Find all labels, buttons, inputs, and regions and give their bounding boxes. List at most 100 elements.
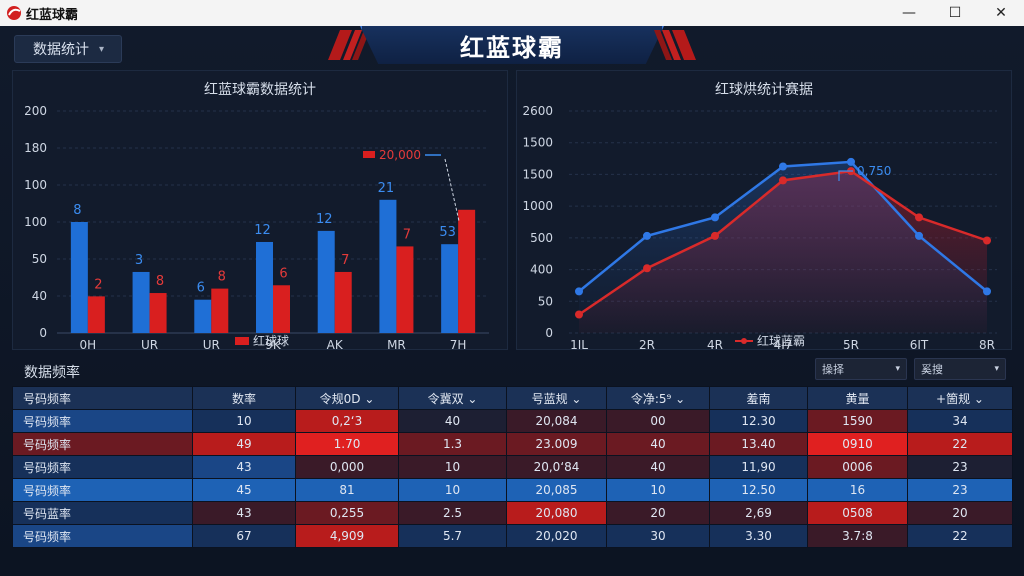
table-cell: 13.40 — [709, 432, 808, 456]
table-row[interactable]: 号码频率 10 0,2‘3 40 20,084 00 12.30 1590 34 — [12, 409, 1013, 433]
chevron-down-icon: ▾ — [994, 364, 999, 374]
data-point — [643, 264, 651, 273]
table-cell: 0006 — [807, 455, 908, 479]
table-cell: 40 — [398, 409, 507, 433]
column-header[interactable]: 令规0D ⌄ — [295, 386, 399, 410]
legend-swatch — [235, 337, 249, 345]
table-cell: 0508 — [807, 501, 908, 525]
x-tick-label: 5R — [843, 338, 859, 351]
banner-stripes-right-icon — [654, 30, 696, 60]
bar — [317, 230, 335, 333]
x-tick-label: 4R — [707, 338, 723, 351]
table-cell: 23 — [907, 478, 1013, 502]
table-cell: 20,085 — [506, 478, 607, 502]
table-cell: 12.30 — [709, 409, 808, 433]
filter-select[interactable]: 操择 ▾ — [815, 358, 907, 380]
table-cell: 34 — [907, 409, 1013, 433]
column-header[interactable]: 号码频率 — [12, 386, 193, 410]
window-title: 红蓝球霸 — [26, 7, 79, 23]
data-label: 8 — [73, 203, 81, 218]
data-label: 2 — [94, 277, 102, 292]
data-label: 7 — [341, 253, 349, 268]
legend-label: 红球蓝霸 — [757, 333, 805, 348]
table-cell: 49 — [192, 432, 296, 456]
y-tick-label: 50 — [32, 252, 47, 266]
column-header[interactable]: 令冀双 ⌄ — [398, 386, 507, 410]
table-header-row: 号码频率 数率 令规0D ⌄ 令冀双 ⌄ 号蓝规 ⌄ 令净:5⁹ ⌄ 羞南 黄量… — [12, 386, 1013, 410]
table-cell: 2.5 — [398, 501, 507, 525]
table-row[interactable]: 号码频率 67 4,909 5.7 20,020 30 3.30 3.7:8 22 — [12, 524, 1013, 548]
stats-dropdown-label: 数据统计 — [33, 42, 89, 58]
column-header[interactable]: 号蓝规 ⌄ — [506, 386, 607, 410]
column-header[interactable]: 令净:5⁹ ⌄ — [606, 386, 710, 410]
data-label: 8 — [156, 274, 164, 289]
table-heading: 数据频率 — [24, 365, 80, 381]
filter-select-label: 操择 — [822, 363, 844, 376]
table-cell: 0,2‘3 — [295, 409, 399, 433]
minimize-button[interactable]: — — [902, 5, 916, 21]
bar — [70, 222, 88, 333]
table-cell: 43 — [192, 501, 296, 525]
table-cell: 23.009 — [506, 432, 607, 456]
stats-dropdown[interactable]: 数据统计 ▾ — [14, 35, 122, 63]
table-cell: 1.3 — [398, 432, 507, 456]
search-select[interactable]: 奚搜 ▾ — [914, 358, 1006, 380]
legend-label: 红球球 — [253, 333, 289, 348]
table-cell: 3.7:8 — [807, 524, 908, 548]
table-cell: 1590 — [807, 409, 908, 433]
column-header[interactable]: 黄量 — [807, 386, 908, 410]
table-cell: 40 — [606, 455, 710, 479]
maximize-button[interactable]: ☐ — [948, 5, 962, 21]
table-cell: 2,69 — [709, 501, 808, 525]
close-button[interactable]: ✕ — [995, 5, 1007, 21]
table-row[interactable]: 号码蓝率 43 0,255 2.5 20,080 20 2,69 0508 20 — [12, 501, 1013, 525]
row-label: 号码蓝率 — [12, 501, 193, 525]
bar — [132, 271, 150, 333]
table-row[interactable]: 号码频率 43 0,000 10 20,0‘84 40 11,90 0006 23 — [12, 455, 1013, 479]
table-row[interactable]: 号码频率 49 1.70 1.3 23.009 40 13.40 0910 22 — [12, 432, 1013, 456]
banner-stripes-left-icon — [328, 30, 370, 60]
column-header[interactable]: 数率 — [192, 386, 296, 410]
y-tick-label: 0 — [39, 326, 47, 340]
x-tick-label: MR — [387, 338, 406, 351]
table-cell: 0910 — [807, 432, 908, 456]
x-tick-label: 0H — [80, 338, 97, 351]
table-cell: 22 — [907, 432, 1013, 456]
table-cell: 23 — [907, 455, 1013, 479]
table-cell: 5.7 — [398, 524, 507, 548]
table-cell: 20,080 — [506, 501, 607, 525]
x-tick-label: 8R — [979, 338, 995, 351]
table-cell: 20 — [907, 501, 1013, 525]
annotation-swatch-icon — [363, 151, 375, 158]
table-cell: 30 — [606, 524, 710, 548]
x-tick-label: 7H — [450, 338, 467, 351]
table-cell: 11,90 — [709, 455, 808, 479]
legend-swatch-dot — [741, 338, 747, 344]
x-tick-label: UR — [203, 338, 220, 351]
banner-title: 红蓝球霸 — [460, 33, 564, 62]
y-tick-label: 1500 — [522, 167, 553, 181]
data-label: 6 — [197, 281, 205, 296]
y-tick-label: 0 — [545, 326, 553, 340]
table-cell: 4,909 — [295, 524, 399, 548]
data-label: 7 — [403, 227, 411, 242]
x-tick-label: 9K — [265, 338, 282, 351]
line-chart-panel: 红球烘统计赛据 0 50 400 500 1000 1500 1500 2600 1IL 2R 4R… — [516, 70, 1012, 351]
annotation-leader — [444, 158, 460, 222]
app-logo-icon — [7, 6, 21, 20]
table-cell: 43 — [192, 455, 296, 479]
table-row[interactable]: 号码频率 45 81 10 20,085 10 12.50 16 23 — [12, 478, 1013, 502]
data-label: 12 — [254, 223, 271, 238]
line-chart: 0 50 400 500 1000 1500 1500 2600 1IL 2R 4R 4I7 5R 6IT… — [522, 104, 997, 351]
data-label: 8 — [218, 270, 226, 285]
table-cell: 3.30 — [709, 524, 808, 548]
bar — [194, 299, 212, 333]
column-header[interactable]: +箇规 ⌄ — [907, 386, 1013, 410]
annotation-label: 0,750 — [857, 164, 891, 178]
data-label: 3 — [135, 253, 143, 268]
table-cell: 1.70 — [295, 432, 399, 456]
chevron-down-icon: ▾ — [895, 364, 900, 374]
row-label: 号码频率 — [12, 478, 193, 502]
column-header[interactable]: 羞南 — [709, 386, 808, 410]
x-tick-label: AK — [327, 338, 344, 351]
